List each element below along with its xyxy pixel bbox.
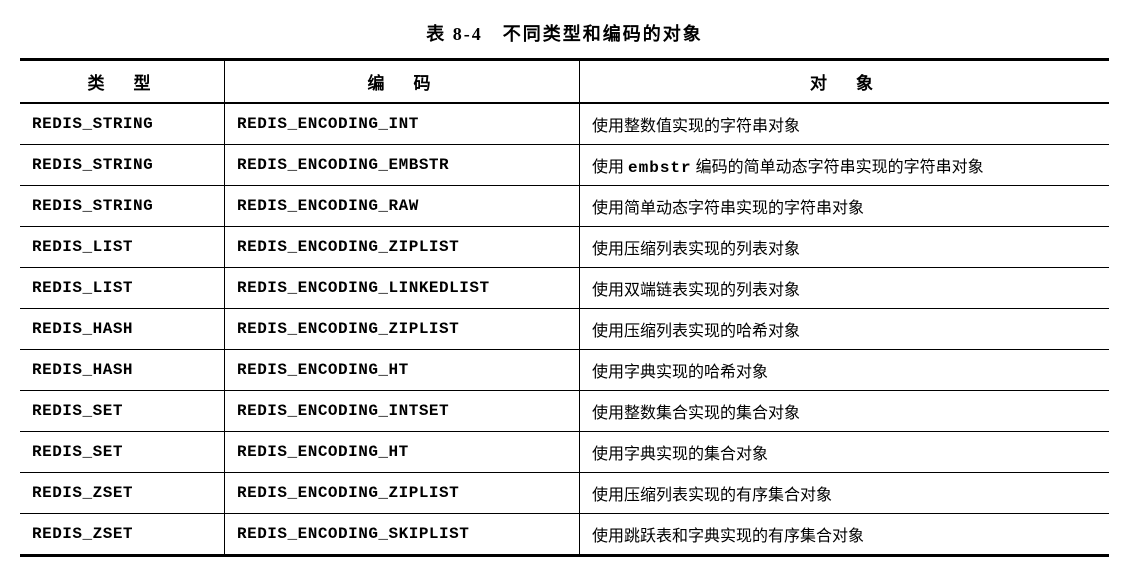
cell-encoding: REDIS_ENCODING_HT	[225, 432, 580, 473]
col-header-encoding: 编 码	[225, 60, 580, 104]
cell-type: REDIS_STRING	[20, 103, 225, 145]
table-row: REDIS_HASHREDIS_ENCODING_HT 使用字典实现的哈希对象	[20, 350, 1109, 391]
header-row: 类 型 编 码 对 象	[20, 60, 1109, 104]
cell-encoding: REDIS_ENCODING_INT	[225, 103, 580, 145]
desc-pre: 使用整数值实现的字符串对象	[592, 118, 800, 135]
cell-encoding: REDIS_ENCODING_EMBSTR	[225, 145, 580, 186]
desc-pre: 使用字典实现的哈希对象	[592, 364, 768, 381]
cell-type: REDIS_LIST	[20, 227, 225, 268]
table-caption: 表 8-4 不同类型和编码的对象	[20, 20, 1109, 46]
desc-pre: 使用字典实现的集合对象	[592, 446, 768, 463]
desc-pre: 使用	[592, 159, 628, 176]
desc-mono: embstr	[628, 159, 692, 177]
cell-type: REDIS_HASH	[20, 309, 225, 350]
table-row: REDIS_SETREDIS_ENCODING_HT 使用字典实现的集合对象	[20, 432, 1109, 473]
desc-pre: 使用压缩列表实现的哈希对象	[592, 323, 800, 340]
cell-encoding: REDIS_ENCODING_INTSET	[225, 391, 580, 432]
cell-type: REDIS_HASH	[20, 350, 225, 391]
cell-type: REDIS_STRING	[20, 186, 225, 227]
desc-post: 编码的简单动态字符串实现的字符串对象	[692, 159, 984, 176]
table-row: REDIS_LISTREDIS_ENCODING_ZIPLIST 使用压缩列表实现…	[20, 227, 1109, 268]
cell-description: 使用简单动态字符串实现的字符串对象	[580, 186, 1110, 227]
cell-type: REDIS_STRING	[20, 145, 225, 186]
table-row: REDIS_ZSETREDIS_ENCODING_SKIPLIST使用跳跃表和字…	[20, 514, 1109, 556]
cell-encoding: REDIS_ENCODING_HT	[225, 350, 580, 391]
cell-encoding: REDIS_ENCODING_LINKEDLIST	[225, 268, 580, 309]
cell-type: REDIS_ZSET	[20, 514, 225, 556]
data-table: 类 型 编 码 对 象 REDIS_STRINGREDIS_ENCODING_I…	[20, 58, 1109, 557]
cell-description: 使用压缩列表实现的哈希对象	[580, 309, 1110, 350]
cell-description: 使用跳跃表和字典实现的有序集合对象	[580, 514, 1110, 556]
table-row: REDIS_STRINGREDIS_ENCODING_RAW 使用简单动态字符串实…	[20, 186, 1109, 227]
cell-encoding: REDIS_ENCODING_ZIPLIST	[225, 473, 580, 514]
cell-description: 使用压缩列表实现的列表对象	[580, 227, 1110, 268]
cell-description: 使用双端链表实现的列表对象	[580, 268, 1110, 309]
desc-pre: 使用压缩列表实现的有序集合对象	[592, 487, 832, 504]
table-container: 表 8-4 不同类型和编码的对象 类 型 编 码 对 象 REDIS_STRIN…	[20, 20, 1109, 557]
cell-description: 使用字典实现的哈希对象	[580, 350, 1110, 391]
table-body: REDIS_STRINGREDIS_ENCODING_INT 使用整数值实现的字符…	[20, 103, 1109, 556]
cell-description: 使用 embstr 编码的简单动态字符串实现的字符串对象	[580, 145, 1110, 186]
table-row: REDIS_SETREDIS_ENCODING_INTSET 使用整数集合实现的集…	[20, 391, 1109, 432]
cell-type: REDIS_SET	[20, 432, 225, 473]
cell-description: 使用压缩列表实现的有序集合对象	[580, 473, 1110, 514]
col-header-type: 类 型	[20, 60, 225, 104]
desc-pre: 使用简单动态字符串实现的字符串对象	[592, 200, 864, 217]
cell-type: REDIS_SET	[20, 391, 225, 432]
cell-description: 使用整数集合实现的集合对象	[580, 391, 1110, 432]
table-row: REDIS_LISTREDIS_ENCODING_LINKEDLIST 使用双端链…	[20, 268, 1109, 309]
table-row: REDIS_ZSETREDIS_ENCODING_ZIPLIST 使用压缩列表实现…	[20, 473, 1109, 514]
cell-encoding: REDIS_ENCODING_ZIPLIST	[225, 227, 580, 268]
cell-type: REDIS_ZSET	[20, 473, 225, 514]
col-header-object: 对 象	[580, 60, 1110, 104]
cell-type: REDIS_LIST	[20, 268, 225, 309]
table-row: REDIS_STRINGREDIS_ENCODING_EMBSTR使用 embs…	[20, 145, 1109, 186]
cell-encoding: REDIS_ENCODING_SKIPLIST	[225, 514, 580, 556]
cell-encoding: REDIS_ENCODING_RAW	[225, 186, 580, 227]
desc-pre: 使用整数集合实现的集合对象	[592, 405, 800, 422]
table-row: REDIS_STRINGREDIS_ENCODING_INT 使用整数值实现的字符…	[20, 103, 1109, 145]
cell-encoding: REDIS_ENCODING_ZIPLIST	[225, 309, 580, 350]
cell-description: 使用字典实现的集合对象	[580, 432, 1110, 473]
table-head: 类 型 编 码 对 象	[20, 60, 1109, 104]
desc-pre: 使用压缩列表实现的列表对象	[592, 241, 800, 258]
cell-description: 使用整数值实现的字符串对象	[580, 103, 1110, 145]
table-row: REDIS_HASHREDIS_ENCODING_ZIPLIST 使用压缩列表实现…	[20, 309, 1109, 350]
desc-pre: 使用双端链表实现的列表对象	[592, 282, 800, 299]
